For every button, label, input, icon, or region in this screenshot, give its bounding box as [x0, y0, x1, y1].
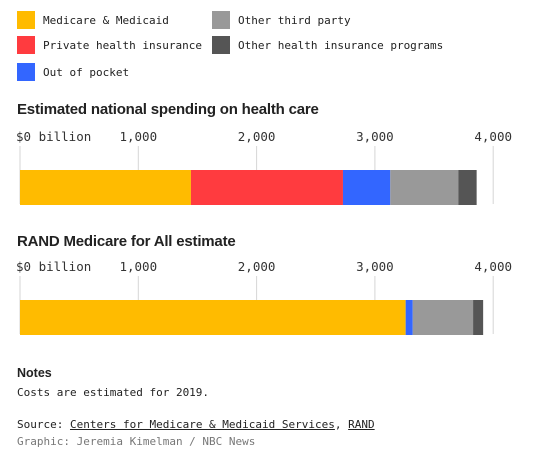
legend-swatch	[17, 11, 35, 29]
tick-label: 1,000	[119, 259, 157, 274]
tick-label: 3,000	[356, 129, 394, 144]
chart-title-national-spending: Estimated national spending on health ca…	[17, 101, 319, 118]
tick-label: $0 billion	[16, 259, 91, 274]
bar-segment-private-health-insurance	[190, 170, 343, 205]
bar-segment-other-health-insurance-programs	[458, 170, 477, 205]
tick-label: 1,000	[119, 129, 157, 144]
source-separator: ,	[334, 418, 349, 431]
graphic-credit: Graphic: Jeremia Kimelman / NBC News	[17, 435, 256, 448]
legend-swatch	[17, 36, 35, 54]
tick-label: 2,000	[238, 259, 276, 274]
tick-label: 4,000	[474, 259, 512, 274]
chart-title-rand-estimate: RAND Medicare for All estimate	[17, 233, 236, 250]
bar-segment-medicare-medicaid	[20, 170, 191, 205]
tick-label: 4,000	[474, 129, 512, 144]
legend-item-out-of-pocket: Out of pocket	[17, 63, 129, 81]
source-link-cms[interactable]: Centers for Medicare & Medicaid Services	[69, 418, 335, 431]
legend-label: Medicare & Medicaid	[43, 13, 169, 27]
bar-segment-out-of-pocket	[342, 170, 391, 205]
source-prefix: Source:	[17, 418, 70, 431]
legend-label: Other health insurance programs	[238, 38, 444, 52]
legend-item-other-third-party: Other third party	[212, 11, 351, 29]
tick-label: $0 billion	[16, 129, 91, 144]
legend-label: Other third party	[238, 13, 351, 27]
source-link-rand[interactable]: RAND	[348, 418, 375, 431]
legend-swatch	[212, 36, 230, 54]
source-line: Source: Centers for Medicare & Medicaid …	[17, 418, 375, 431]
notes-text: Costs are estimated for 2019.	[17, 386, 210, 399]
tick-label: 3,000	[356, 259, 394, 274]
legend-swatch	[17, 63, 35, 81]
legend-item-other-health-insurance-programs: Other health insurance programs	[212, 36, 443, 54]
bar-segment-medicare-medicaid	[20, 300, 406, 335]
legend-item-private-health-insurance: Private health insurance	[17, 36, 202, 54]
legend-swatch	[212, 11, 230, 29]
notes-title: Notes	[17, 366, 52, 380]
chart-rand-estimate: $0 billion 1,000 2,000 3,000 4,000	[16, 259, 512, 335]
legend-label: Private health insurance	[43, 38, 202, 52]
bar-segment-other-third-party	[390, 170, 459, 205]
tick-label: 2,000	[238, 129, 276, 144]
bar-segment-out-of-pocket	[405, 300, 413, 335]
bar-segment-other-third-party	[412, 300, 474, 335]
bar-segment-other-health-insurance-programs	[473, 300, 484, 335]
chart-national-spending: $0 billion 1,000 2,000 3,000 4,000	[16, 129, 512, 205]
legend-label: Out of pocket	[43, 65, 130, 79]
legend-item-medicare-medicaid: Medicare & Medicaid	[17, 11, 169, 29]
